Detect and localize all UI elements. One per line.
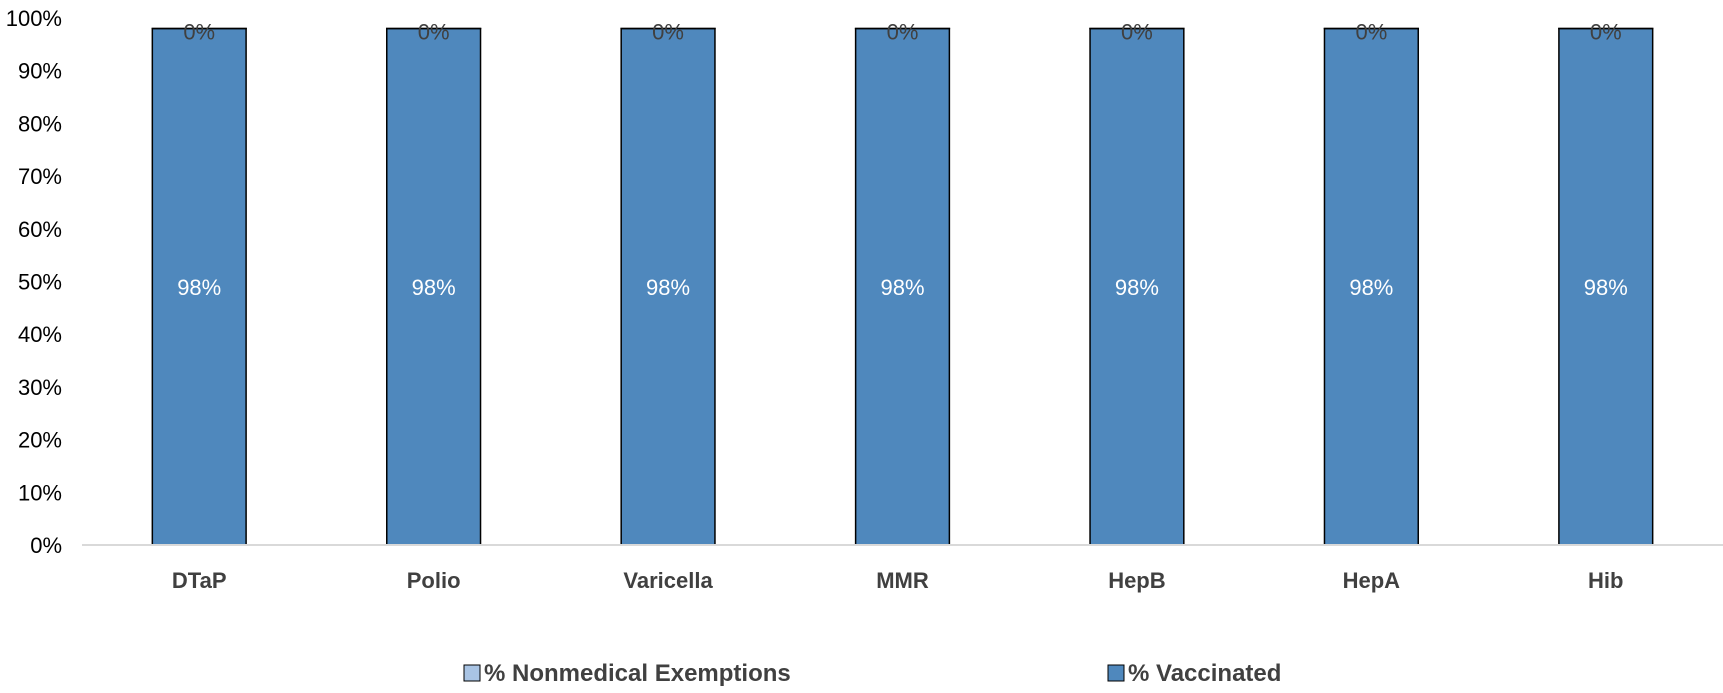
y-tick-label: 90%	[18, 59, 62, 84]
x-tick-label: MMR	[876, 568, 929, 593]
y-tick-label: 0%	[30, 533, 62, 558]
data-label-nonmedical-exemptions: 0%	[1355, 20, 1387, 45]
y-tick-label: 100%	[6, 6, 62, 31]
data-label-nonmedical-exemptions: 0%	[183, 20, 215, 45]
data-label-vaccinated: 98%	[1584, 275, 1628, 300]
bar-vaccinated	[1089, 27, 1185, 546]
data-label-nonmedical-exemptions: 0%	[418, 20, 450, 45]
legend-label: % Vaccinated	[1128, 660, 1281, 687]
legend: % Nonmedical Exemptions % Vaccinated	[463, 660, 1281, 687]
y-tick-label: 80%	[18, 111, 62, 136]
y-tick-label: 20%	[18, 428, 62, 453]
bar-vaccinated	[1558, 27, 1654, 546]
data-label-nonmedical-exemptions: 0%	[1590, 20, 1622, 45]
data-label-vaccinated: 98%	[1115, 275, 1159, 300]
data-label-vaccinated: 98%	[646, 275, 690, 300]
y-tick-label: 10%	[18, 480, 62, 505]
y-axis: 0% 10% 20% 30% 40% 50% 60% 70% 80% 90% 100%	[6, 6, 62, 558]
data-label-vaccinated: 98%	[1349, 275, 1393, 300]
y-tick-label: 40%	[18, 322, 62, 347]
y-tick-label: 60%	[18, 217, 62, 242]
data-label-nonmedical-exemptions: 0%	[652, 20, 684, 45]
x-tick-label: Polio	[407, 568, 461, 593]
x-axis: DTaP Polio Varicella MMR HepB HepA Hib	[172, 568, 1624, 593]
bar-vaccinated	[620, 27, 716, 546]
bars: 98% 0% 98% 0% 98% 0% 98% 0% 98% 0% 98% 0% 98% 0%	[151, 20, 1654, 546]
x-tick-label: HepB	[1108, 568, 1165, 593]
legend-swatch	[1107, 664, 1125, 682]
legend-swatch	[463, 664, 481, 682]
data-label-nonmedical-exemptions: 0%	[1121, 20, 1153, 45]
x-tick-label: Hib	[1588, 568, 1623, 593]
x-tick-label: DTaP	[172, 568, 227, 593]
y-tick-label: 30%	[18, 375, 62, 400]
x-tick-label: HepA	[1343, 568, 1401, 593]
data-label-vaccinated: 98%	[412, 275, 456, 300]
data-label-nonmedical-exemptions: 0%	[887, 20, 919, 45]
data-label-vaccinated: 98%	[177, 275, 221, 300]
bar-vaccinated	[151, 27, 247, 546]
data-label-vaccinated: 98%	[880, 275, 924, 300]
legend-label: % Nonmedical Exemptions	[484, 660, 791, 687]
bar-vaccinated	[1323, 27, 1419, 546]
x-tick-label: Varicella	[623, 568, 713, 593]
y-tick-label: 50%	[18, 270, 62, 295]
y-tick-label: 70%	[18, 164, 62, 189]
